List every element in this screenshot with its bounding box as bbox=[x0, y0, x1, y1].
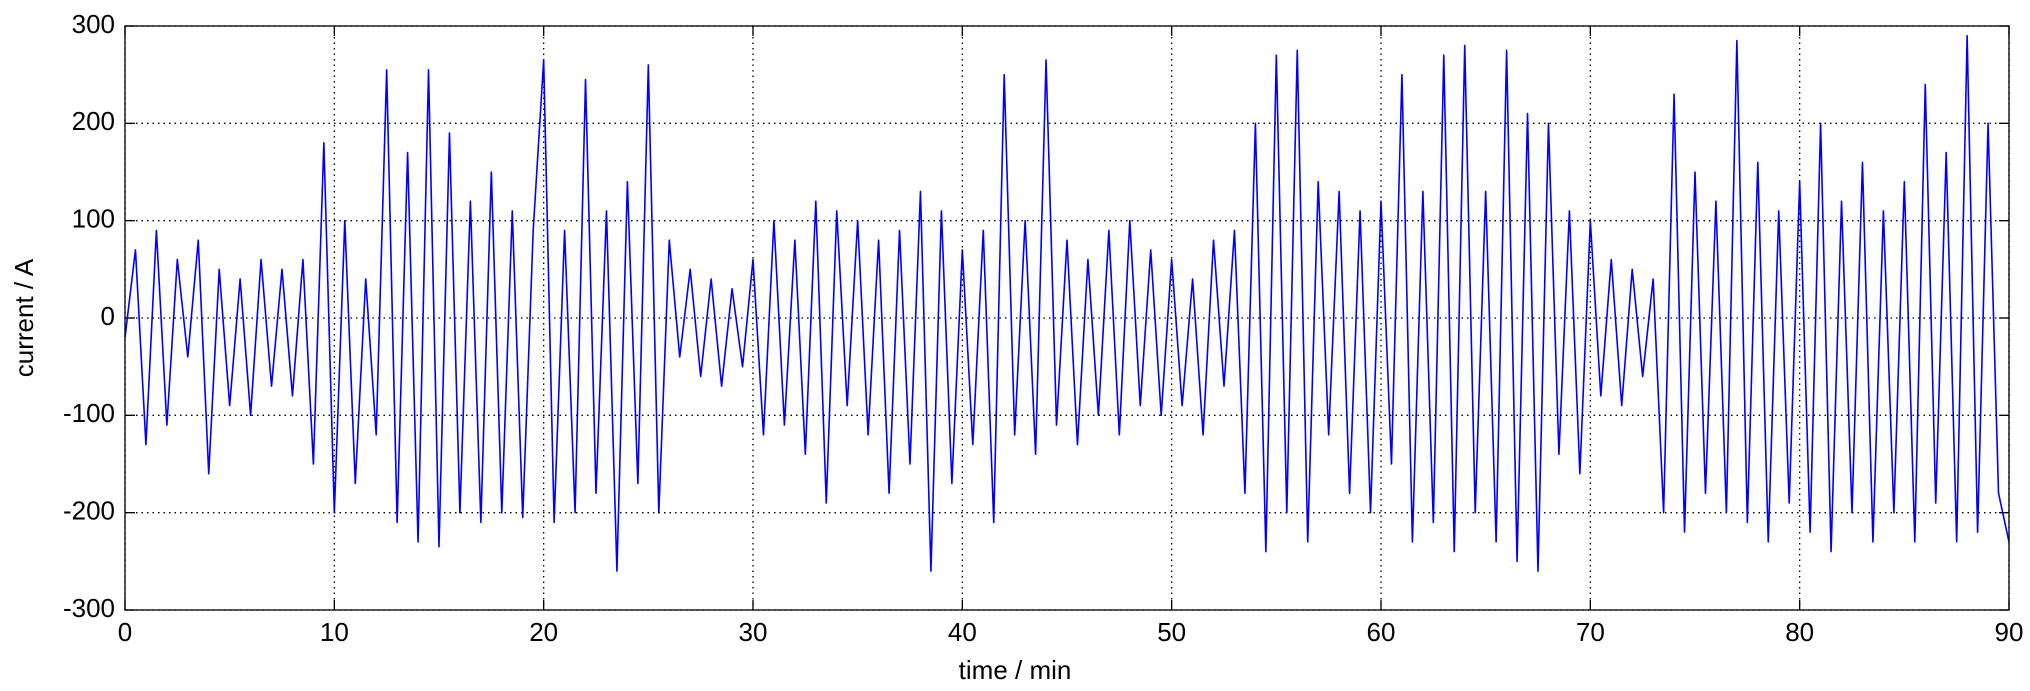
y-axis-label: current / A bbox=[9, 258, 39, 377]
data-line bbox=[124, 34, 2010, 572]
y-tick-label: -200 bbox=[63, 496, 115, 526]
x-axis-label: time / min bbox=[959, 655, 1072, 685]
x-tick-label: 40 bbox=[948, 617, 977, 647]
y-tick-label: 300 bbox=[72, 9, 115, 39]
x-tick-label: 50 bbox=[1157, 617, 1186, 647]
plot-frame bbox=[124, 25, 2010, 611]
y-tick-label: 0 bbox=[101, 301, 115, 331]
x-tick-label: 70 bbox=[1576, 617, 1605, 647]
x-tick-label: 80 bbox=[1785, 617, 1814, 647]
x-tick-label: 30 bbox=[739, 617, 768, 647]
y-tick-label: 100 bbox=[72, 204, 115, 234]
y-tick-label: 200 bbox=[72, 106, 115, 136]
x-tick-label: 0 bbox=[118, 617, 132, 647]
y-tick-label: -100 bbox=[63, 398, 115, 428]
y-tick-label: -300 bbox=[63, 593, 115, 623]
x-tick-label: 60 bbox=[1367, 617, 1396, 647]
x-tick-label: 10 bbox=[320, 617, 349, 647]
x-tick-label: 20 bbox=[529, 617, 558, 647]
x-tick-label: 90 bbox=[1995, 617, 2024, 647]
